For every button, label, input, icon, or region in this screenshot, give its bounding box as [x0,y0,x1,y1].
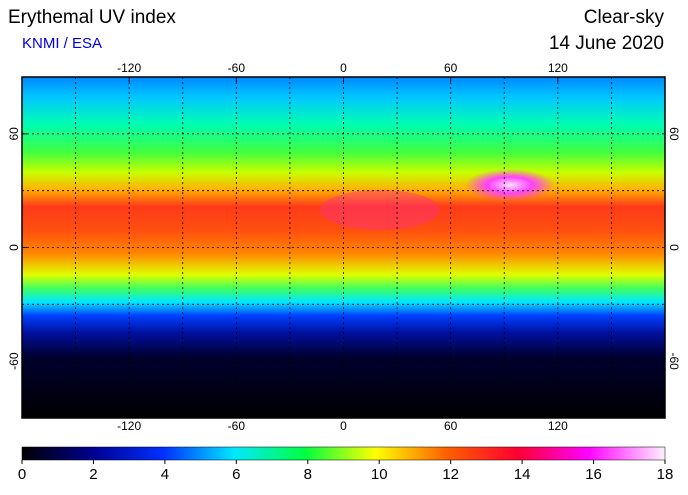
colorbar-label: 10 [371,466,388,483]
colorbar [21,446,666,461]
colorbar-label: 6 [232,466,240,483]
colorbar-label: 18 [657,466,674,483]
condition: Clear-sky [584,7,665,28]
colorbar-label: 12 [442,466,459,483]
grid [22,77,665,418]
lon-label: 60 [444,61,458,75]
lon-label: 120 [548,61,568,75]
date: 14 June 2020 [549,33,664,54]
colorbar-label: 2 [89,466,97,483]
colorbar-label: 4 [161,466,169,483]
uv-hotspot [320,190,440,230]
lat-label: 60 [7,127,21,141]
lon-label: -60 [228,419,246,433]
lon-label: 0 [340,61,347,75]
lon-label: -60 [228,61,246,75]
colorbar-label: 8 [304,466,312,483]
lon-label: 0 [340,419,347,433]
lon-label: -120 [117,61,141,75]
colorbar-label: 0 [18,466,26,483]
lat-label: -60 [667,352,681,370]
lon-label: -120 [117,419,141,433]
lat-label: -60 [7,352,21,370]
colorbar-label: 14 [514,466,531,483]
lat-label: 0 [667,244,681,251]
lon-label: 60 [444,419,458,433]
lat-label: 60 [667,127,681,141]
lat-label: 0 [7,244,21,251]
colorbar-label: 16 [585,466,602,483]
uv-hotspot [465,169,555,201]
lon-label: 120 [548,419,568,433]
title: Erythemal UV index [8,7,176,28]
source: KNMI / ESA [22,35,102,52]
